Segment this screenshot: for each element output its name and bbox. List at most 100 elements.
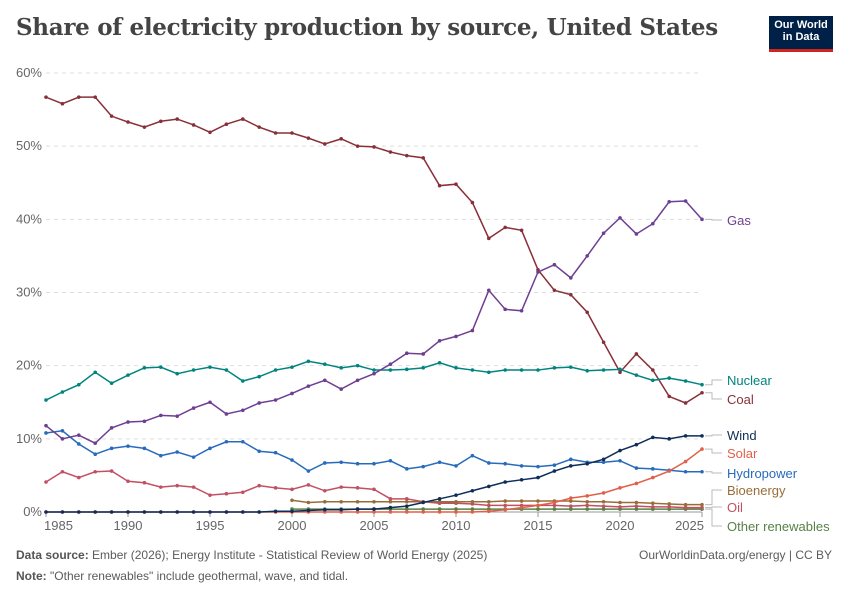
data-point — [585, 461, 589, 466]
data-point — [421, 510, 426, 514]
x-tick-label: 2005 — [360, 518, 389, 533]
data-point — [142, 366, 147, 370]
data-point — [109, 510, 114, 514]
data-point — [273, 131, 278, 135]
data-point — [618, 505, 622, 509]
data-point — [470, 200, 475, 205]
data-point — [519, 499, 524, 503]
data-point — [388, 510, 393, 514]
data-point — [536, 368, 540, 372]
data-point — [683, 469, 688, 474]
data-point — [241, 408, 245, 413]
owid-logo[interactable]: Our World in Data — [769, 16, 833, 52]
data-point — [634, 504, 639, 508]
data-point — [634, 507, 639, 511]
data-point — [536, 499, 540, 503]
data-point — [487, 503, 491, 508]
data-point — [191, 368, 196, 372]
data-point — [470, 328, 475, 333]
data-point — [339, 485, 344, 489]
note-text: "Other renewables" include geothermal, w… — [50, 569, 349, 583]
data-point — [93, 95, 97, 99]
data-point — [273, 509, 278, 514]
data-point — [191, 485, 196, 489]
x-tick-label: 1995 — [196, 518, 225, 533]
data-point — [372, 499, 376, 504]
series-line-gas — [45, 200, 703, 445]
data-point — [405, 497, 409, 501]
data-point — [634, 232, 639, 236]
data-point — [224, 122, 229, 127]
data-point — [273, 398, 278, 402]
data-point — [388, 362, 393, 367]
data-point — [601, 491, 606, 495]
data-point — [44, 480, 48, 484]
data-point — [437, 338, 442, 343]
data-point — [241, 510, 245, 514]
data-point — [60, 510, 65, 514]
label-connector — [705, 508, 722, 527]
data-point — [487, 509, 491, 514]
series-label: Wind — [727, 428, 757, 443]
data-point — [355, 499, 360, 504]
note: Note: "Other renewables" include geother… — [16, 569, 348, 583]
data-point — [552, 262, 557, 267]
data-point — [77, 475, 81, 480]
data-point — [175, 483, 179, 488]
data-point — [126, 420, 130, 424]
data-point — [536, 270, 540, 274]
chart-title: Share of electricity production by sourc… — [16, 14, 718, 41]
data-point — [191, 510, 196, 514]
data-point — [552, 463, 557, 467]
data-point — [454, 493, 458, 497]
data-point — [585, 507, 589, 511]
data-point — [585, 499, 589, 504]
line-chart: 0% 10% 20% 30% 40% 50% 60% 1985 1990 1995 2000 2005… — [16, 65, 830, 534]
data-point — [224, 491, 229, 496]
data-point — [601, 507, 606, 511]
data-point — [339, 387, 344, 391]
series-label: Bioenergy — [727, 483, 786, 498]
data-point — [569, 457, 573, 462]
data-point — [667, 376, 671, 380]
data-point — [126, 510, 130, 514]
data-point — [208, 365, 212, 369]
data-point — [109, 426, 114, 430]
data-point — [241, 439, 245, 444]
label-connector — [705, 379, 722, 386]
data-point — [421, 156, 426, 160]
data-point — [306, 483, 311, 487]
data-point — [60, 390, 65, 394]
data-point — [700, 502, 704, 507]
label-connector — [705, 392, 722, 400]
data-point — [208, 130, 212, 135]
y-tick-label: 40% — [16, 211, 42, 226]
data-point — [126, 373, 130, 377]
data-point — [503, 480, 508, 484]
series-label: Oil — [727, 500, 743, 515]
data-point — [405, 367, 409, 372]
y-tick-label: 60% — [16, 65, 42, 80]
data-point — [683, 434, 688, 438]
data-point — [470, 510, 475, 514]
data-point — [667, 502, 671, 506]
data-point — [372, 368, 376, 372]
data-point — [503, 461, 508, 466]
data-point — [569, 276, 573, 280]
data-point — [241, 490, 245, 495]
data-point — [257, 483, 262, 488]
data-point — [126, 479, 130, 484]
data-point — [454, 510, 458, 514]
data-point — [421, 507, 426, 511]
source-url[interactable]: OurWorldinData.org/energy | CC BY — [639, 548, 832, 562]
source-text: Ember (2026); Energy Institute - Statist… — [92, 548, 488, 562]
data-point — [519, 464, 524, 468]
data-point — [552, 469, 557, 473]
data-point — [683, 379, 688, 383]
data-point — [700, 469, 704, 474]
data-point — [355, 507, 360, 511]
data-point — [60, 437, 65, 441]
data-point — [323, 461, 327, 465]
data-point — [683, 502, 688, 507]
data-point — [700, 382, 704, 387]
